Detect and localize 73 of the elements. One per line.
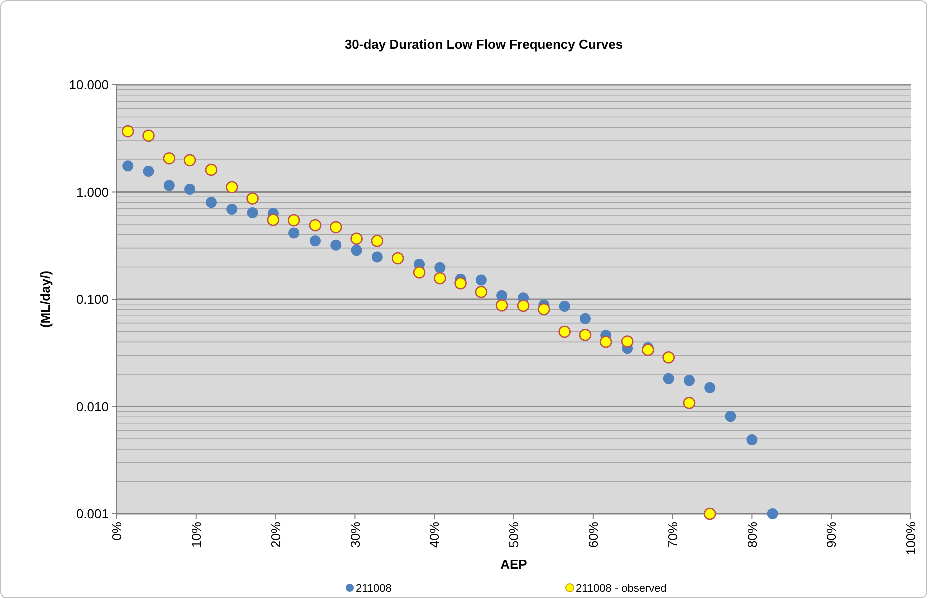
y-tick-label: 10.000 — [69, 78, 109, 93]
point — [434, 272, 446, 285]
x-tick-label: 100% — [904, 522, 919, 556]
legend-label: 211008 — [356, 582, 392, 595]
x-tick-label: 30% — [348, 522, 363, 548]
point — [600, 336, 612, 348]
point — [164, 180, 175, 192]
y-tick-label: 0.001 — [76, 506, 109, 522]
point — [538, 303, 550, 316]
y-tick-label: 0.100 — [76, 292, 109, 308]
point — [746, 434, 758, 446]
y-axis-title: (ML/day/) — [38, 270, 53, 328]
point — [767, 508, 778, 520]
point — [142, 130, 155, 142]
point — [413, 266, 426, 279]
point — [184, 184, 196, 196]
point — [247, 208, 258, 219]
point — [371, 235, 384, 248]
point — [580, 313, 591, 324]
point — [288, 228, 300, 239]
x-tick-label: 70% — [665, 522, 680, 548]
point — [559, 301, 570, 312]
x-tick-label: 0% — [110, 522, 125, 541]
point — [267, 214, 280, 226]
point — [310, 236, 321, 247]
chart-title: 30-day Duration Low Flow Frequency Curves — [344, 37, 624, 52]
point — [725, 411, 736, 422]
point — [496, 290, 508, 302]
point — [226, 181, 238, 194]
point — [205, 164, 218, 176]
point — [288, 214, 300, 227]
point — [621, 336, 634, 348]
point — [704, 508, 716, 520]
point — [206, 197, 217, 208]
x-tick-label: 60% — [586, 522, 601, 548]
x-axis-title: AEP — [500, 557, 528, 572]
point — [351, 245, 362, 256]
point — [330, 240, 342, 251]
point — [246, 192, 259, 205]
x-tick-label: 40% — [427, 522, 442, 548]
point — [184, 154, 196, 167]
point — [372, 252, 383, 263]
point — [496, 299, 508, 312]
point — [642, 344, 654, 356]
point — [663, 373, 674, 384]
point — [392, 252, 404, 265]
point — [226, 204, 238, 216]
point — [454, 277, 467, 290]
x-tick-label: 50% — [506, 522, 522, 548]
point — [434, 262, 446, 274]
point — [350, 232, 363, 246]
point — [163, 152, 176, 165]
point — [122, 160, 134, 172]
point — [309, 219, 322, 232]
point — [683, 397, 696, 410]
point — [662, 351, 675, 364]
legend-label: 211008 - observed — [576, 582, 667, 595]
point — [143, 166, 154, 178]
x-tick-label: 10% — [188, 522, 204, 548]
x-tick-label: 20% — [268, 522, 284, 548]
x-tick-label: 90% — [824, 522, 840, 548]
y-tick-label: 0.010 — [76, 399, 109, 414]
x-tick-label: 80% — [744, 522, 760, 548]
point — [579, 329, 592, 342]
point — [704, 382, 716, 394]
point — [476, 274, 487, 286]
point — [122, 125, 134, 138]
y-tick-label: 1.000 — [76, 184, 109, 200]
point — [475, 286, 488, 298]
point — [684, 375, 695, 386]
point — [517, 300, 530, 312]
point — [330, 221, 342, 234]
point — [558, 326, 571, 338]
